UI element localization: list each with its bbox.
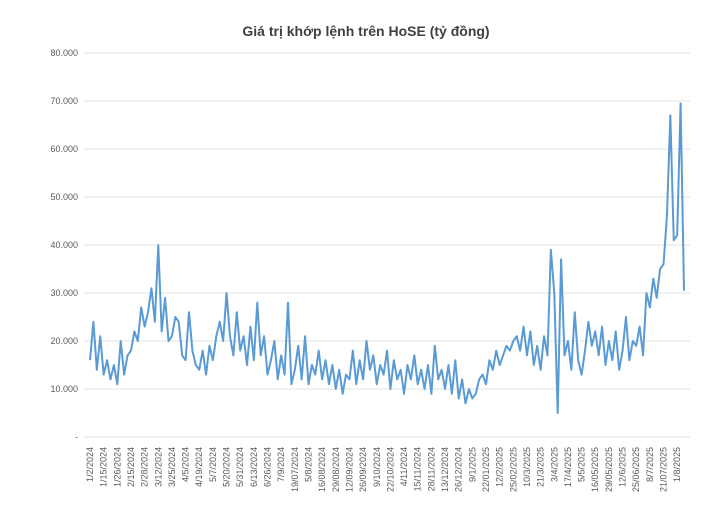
y-tick-label: 50.000 bbox=[50, 192, 78, 202]
x-tick-label: 21/3/2025 bbox=[536, 447, 546, 487]
x-tick-label: 4/11/2024 bbox=[399, 447, 409, 486]
x-tick-label: 26/09/2024 bbox=[358, 447, 368, 492]
x-tick-label: 5/20/2024 bbox=[222, 447, 232, 487]
x-tick-label: 28/11/2024 bbox=[426, 447, 436, 491]
x-tick-label: 26/12/2024 bbox=[454, 447, 464, 492]
x-tick-label: 29/05/2025 bbox=[604, 447, 614, 492]
x-tick-label: 8/7/2025 bbox=[645, 447, 655, 482]
x-tick-label: 2/28/2024 bbox=[140, 447, 150, 487]
x-tick-label: 5/5/2025 bbox=[577, 447, 587, 482]
x-tick-label: 3/12/2024 bbox=[153, 447, 163, 487]
x-tick-label: 25/06/2025 bbox=[631, 447, 641, 492]
y-tick-label: 70.000 bbox=[50, 96, 78, 106]
y-tick-label: 30.000 bbox=[50, 288, 78, 298]
x-tick-label: 3/4/2025 bbox=[549, 447, 559, 482]
x-tick-label: 12/2/2025 bbox=[495, 447, 505, 487]
x-tick-label: 22/01/2025 bbox=[481, 447, 491, 492]
x-tick-label: 3/25/2024 bbox=[167, 447, 177, 487]
x-tick-label: 13/12/2024 bbox=[440, 447, 450, 492]
x-tick-label: 19/07/2024 bbox=[290, 447, 300, 492]
y-tick-label: - bbox=[75, 432, 78, 442]
y-tick-label: 80.000 bbox=[50, 48, 78, 58]
x-tick-label: 7/9/2024 bbox=[276, 447, 286, 482]
x-tick-label: 22/10/2024 bbox=[385, 447, 395, 492]
x-tick-label: 16/05/2025 bbox=[590, 447, 600, 492]
x-tick-label: 25/02/2025 bbox=[508, 447, 518, 492]
data-line bbox=[89, 102, 685, 414]
x-tick-label: 1/26/2024 bbox=[112, 447, 122, 487]
x-tick-label: 6/13/2024 bbox=[249, 447, 259, 487]
x-tick-label: 1/15/2024 bbox=[99, 447, 109, 487]
x-tick-label: 4/19/2024 bbox=[194, 447, 204, 487]
y-tick-label: 40.000 bbox=[50, 240, 78, 250]
x-tick-label: 12/6/2025 bbox=[618, 447, 628, 487]
x-tick-label: 21/07/2025 bbox=[659, 447, 669, 492]
x-tick-label: 17/4/2025 bbox=[563, 447, 573, 487]
chart-title: Giá trị khớp lệnh trên HoSE (tỷ đồng) bbox=[242, 23, 489, 39]
x-tick-label: 29/08/2024 bbox=[331, 447, 341, 492]
x-tick-label: 1/8/2025 bbox=[672, 447, 682, 482]
x-tick-label: 4/5/2024 bbox=[181, 447, 191, 482]
x-tick-label: 9/10/2024 bbox=[372, 447, 382, 487]
x-tick-label: 5/7/2024 bbox=[208, 447, 218, 482]
x-tick-label: 10/3/2025 bbox=[522, 447, 532, 487]
x-tick-label: 15/11/2024 bbox=[413, 447, 423, 491]
x-tick-label: 16/08/2024 bbox=[317, 447, 327, 492]
x-tick-label: 12/09/2024 bbox=[344, 447, 354, 492]
x-tick-label: 9/1/2025 bbox=[467, 447, 477, 482]
x-tick-label: 1/2/2024 bbox=[85, 447, 95, 482]
x-tick-label: 2/15/2024 bbox=[126, 447, 136, 487]
x-tick-label: 6/26/2024 bbox=[263, 447, 273, 487]
y-tick-label: 60.000 bbox=[50, 144, 78, 154]
y-tick-label: 10.000 bbox=[50, 384, 78, 394]
x-tick-label: 5/31/2024 bbox=[235, 447, 245, 487]
x-tick-label: 5/8/2024 bbox=[303, 447, 313, 482]
y-tick-label: 20.000 bbox=[50, 336, 78, 346]
